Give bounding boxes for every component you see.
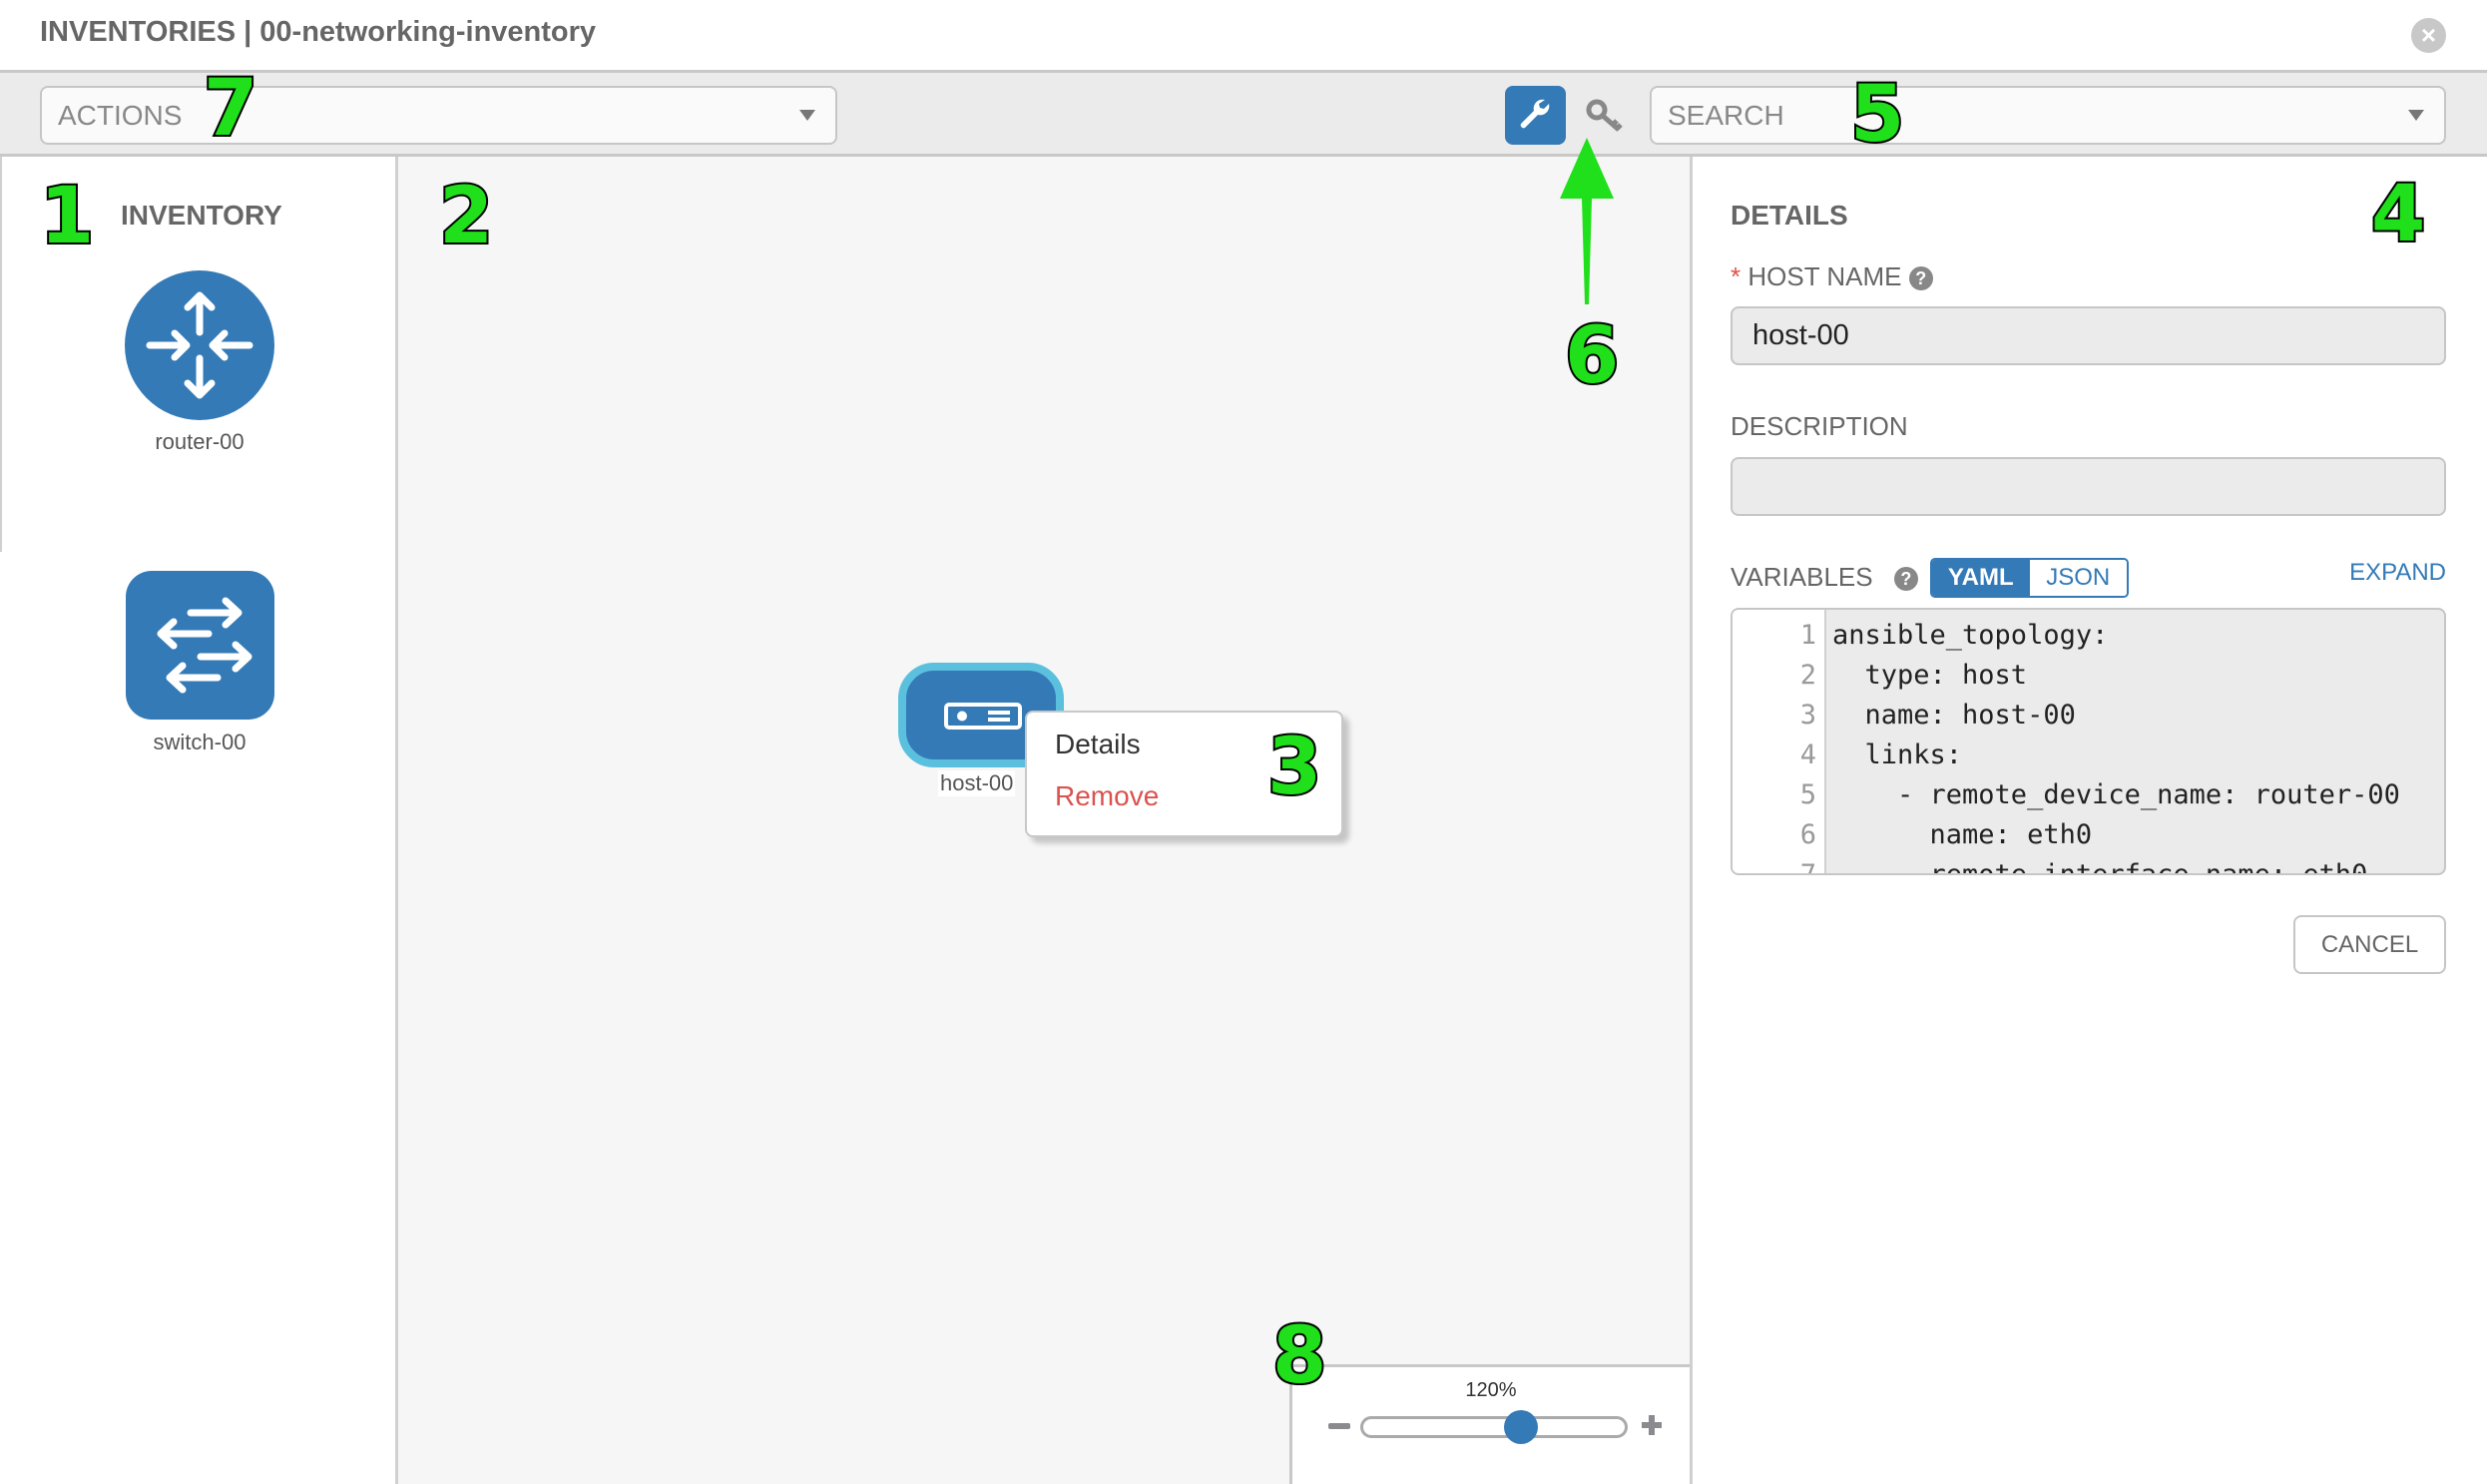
divider xyxy=(0,157,2,552)
annotation-1: 1 xyxy=(38,172,96,261)
title-bar: INVENTORIES | 00-networking-inventory × xyxy=(0,0,2487,73)
code-line: links: xyxy=(1832,740,1963,770)
help-icon[interactable]: ? xyxy=(1908,266,1933,291)
inventory-panel: INVENTORY router-00 switch-00 xyxy=(0,157,398,1484)
zoom-slider[interactable] xyxy=(1360,1416,1628,1438)
chevron-down-icon xyxy=(799,110,815,121)
host-node-label: host-00 xyxy=(938,770,1016,796)
close-icon[interactable]: × xyxy=(2411,18,2446,53)
switch-label: switch-00 xyxy=(153,730,247,754)
key-tool-button[interactable] xyxy=(1583,95,1627,139)
variables-editor[interactable]: 1 2 3 4 5 6 7 ansible_topology: type: host nam… xyxy=(1731,608,2446,875)
code-line: name: eth0 xyxy=(1832,819,2093,850)
cancel-button[interactable]: CANCEL xyxy=(2293,915,2446,974)
code-line: ansible_topology: xyxy=(1832,620,2109,651)
toolbar: ACTIONS SEARCH xyxy=(0,73,2487,157)
key-icon xyxy=(1586,99,1623,132)
actions-label: ACTIONS xyxy=(58,100,183,131)
zoom-level: 120% xyxy=(1465,1379,1517,1401)
code-line: remote_interface_name: eth0 xyxy=(1832,859,2368,875)
page-title: INVENTORIES | 00-networking-inventory xyxy=(40,16,597,48)
line-number: 4 xyxy=(1799,740,1816,770)
annotation-6: 6 xyxy=(1563,311,1621,401)
annotation-5: 5 xyxy=(1848,70,1906,160)
context-menu-details[interactable]: Details xyxy=(1055,729,1141,759)
search-label: SEARCH xyxy=(1668,100,1784,131)
required-mark: * xyxy=(1731,261,1741,291)
yaml-toggle[interactable]: YAML xyxy=(1932,560,2030,596)
code-line: - remote_device_name: router-00 xyxy=(1832,779,2400,810)
chevron-down-icon xyxy=(2408,110,2424,121)
line-number: 1 xyxy=(1799,620,1816,651)
annotation-7: 7 xyxy=(202,64,259,154)
switch-icon xyxy=(157,597,252,694)
actions-dropdown[interactable]: ACTIONS xyxy=(40,86,837,145)
router-label: router-00 xyxy=(155,429,245,454)
line-number: 2 xyxy=(1799,660,1816,691)
zoom-control: 120% xyxy=(1289,1364,1690,1484)
wrench-icon xyxy=(1520,99,1550,129)
search-dropdown[interactable]: SEARCH xyxy=(1650,86,2446,145)
line-number: 6 xyxy=(1799,819,1816,850)
details-title: DETAILS xyxy=(1731,200,1848,231)
zoom-out-icon[interactable] xyxy=(1328,1423,1350,1429)
router-icon xyxy=(146,291,253,399)
line-number: 3 xyxy=(1799,700,1816,731)
host-name-label: HOST NAME xyxy=(1747,261,1902,291)
annotation-4: 4 xyxy=(2369,170,2427,259)
variables-label: VARIABLES xyxy=(1731,562,1873,592)
host-name-input[interactable]: host-00 xyxy=(1731,306,2446,365)
annotation-2: 2 xyxy=(437,172,495,261)
line-number: 5 xyxy=(1799,779,1816,810)
json-toggle[interactable]: JSON xyxy=(2029,560,2127,596)
line-gutter: 1 2 3 4 5 6 7 xyxy=(1733,610,1826,873)
wrench-tool-button[interactable] xyxy=(1505,86,1566,145)
context-menu-remove[interactable]: Remove xyxy=(1055,780,1160,811)
router-device[interactable] xyxy=(125,270,274,420)
annotation-8: 8 xyxy=(1270,1311,1328,1401)
switch-device[interactable] xyxy=(126,571,274,720)
help-icon[interactable]: ? xyxy=(1893,567,1918,592)
code-line: name: host-00 xyxy=(1832,700,2076,731)
server-icon xyxy=(944,703,1022,730)
code-line: type: host xyxy=(1832,660,2028,691)
annotation-3: 3 xyxy=(1265,723,1323,812)
line-number: 7 xyxy=(1799,859,1816,875)
inventory-title: INVENTORY xyxy=(121,200,282,231)
zoom-in-icon[interactable] xyxy=(1640,1413,1664,1437)
annotation-arrow xyxy=(1560,138,1614,304)
description-label: DESCRIPTION xyxy=(1731,411,1908,441)
expand-link[interactable]: EXPAND xyxy=(2349,559,2446,586)
description-input[interactable] xyxy=(1731,457,2446,516)
zoom-slider-handle[interactable] xyxy=(1503,1410,1538,1444)
format-toggle: YAML JSON xyxy=(1930,558,2129,598)
context-menu: Details Remove xyxy=(1025,711,1343,837)
